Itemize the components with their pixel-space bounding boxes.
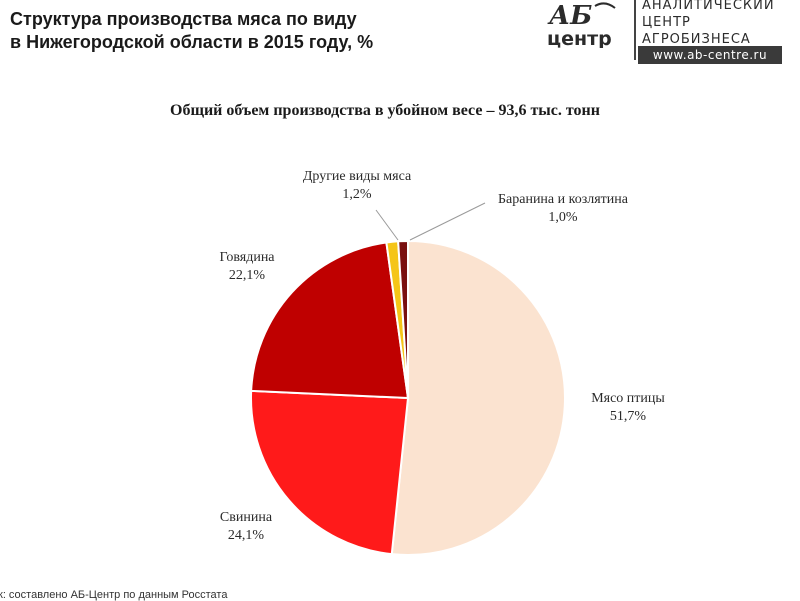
ab-centre-logo: АБ центр (547, 1, 616, 48)
pie-label-value-5: 1,0% (548, 210, 578, 225)
pie-leader-lines (375, 202, 486, 241)
pie-label-value-1: 51,7% (610, 409, 647, 424)
pie-slice-5 (397, 239, 409, 399)
pie-slices (250, 239, 566, 556)
pie-slice-1 (390, 239, 566, 556)
page-title-line2: в Нижегородской области в 2015 году, % (10, 32, 374, 52)
chart-subtitle: Общий объем производства в убойном весе … (170, 102, 600, 119)
pie-leader-line-4 (375, 209, 399, 241)
pie-label-value-3: 22,1% (229, 268, 266, 283)
logo-mark-top: АБ (547, 1, 592, 31)
logo-url[interactable]: www.ab-centre.ru (638, 46, 782, 64)
pie-leader-line-5 (409, 202, 486, 241)
logo-text-line1: АНАЛИТИЧЕСКИЙ (642, 0, 775, 13)
pie-labels: Мясо птицы 51,7% Свинина 24,1% Говядина 22,1%… (219, 169, 665, 543)
logo-mark-bottom: центр (547, 28, 612, 48)
pie-label-value-2: 24,1% (228, 528, 265, 543)
pie-slice-3 (250, 241, 410, 400)
logo-text: АНАЛИТИЧЕСКИЙ ЦЕНТР АГРОБИЗНЕСА (642, 0, 775, 48)
page-title-line1: Структура производства мяса по виду (10, 9, 357, 29)
pie-label-name-2: Свинина (220, 510, 273, 525)
logo-text-line3: АГРОБИЗНЕСА (642, 32, 751, 47)
pie-label-name-3: Говядина (219, 250, 275, 265)
pie-label-name-1: Мясо птицы (591, 391, 665, 406)
pie-slice-2 (250, 389, 410, 556)
pie-label-value-4: 1,2% (342, 187, 372, 202)
source-note: к: составлено АБ-Центр по данным Росстат… (0, 589, 228, 601)
pie-label-name-5: Баранина и козлятина (498, 192, 629, 207)
logo-divider (634, 0, 636, 60)
logo-text-line2: ЦЕНТР (642, 15, 691, 30)
pie-label-name-4: Другие виды мяса (303, 169, 412, 184)
page-title: Структура производства мяса по виду в Ни… (10, 8, 450, 54)
